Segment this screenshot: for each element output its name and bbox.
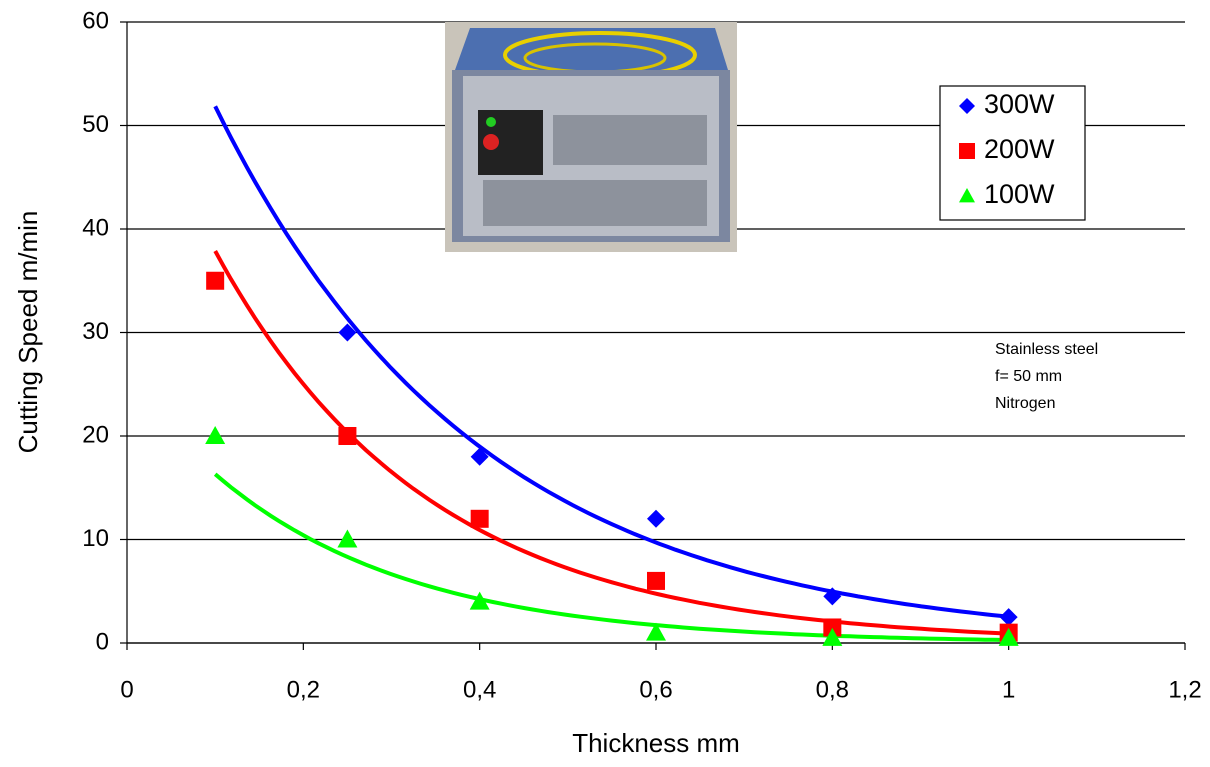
triangle-marker — [822, 627, 843, 646]
diamond-marker — [959, 98, 975, 114]
annotation: f= 50 mm — [995, 368, 1062, 385]
triangle-marker — [205, 426, 226, 444]
trendline — [213, 472, 1009, 642]
annotation: Stainless steel — [995, 341, 1098, 358]
y-tick-label: 10 — [82, 525, 109, 552]
x-tick-label: 0,2 — [287, 676, 320, 703]
x-tick-label: 1 — [1002, 676, 1015, 703]
x-tick-label: 0,8 — [816, 676, 849, 703]
triangle-marker — [469, 591, 490, 610]
trendline — [213, 105, 1009, 619]
green-light — [486, 117, 496, 127]
y-tick-label: 40 — [82, 214, 109, 241]
diamond-marker — [823, 587, 842, 606]
legend-label: 100W — [984, 179, 1055, 209]
square-marker — [959, 143, 975, 159]
product-photo — [445, 22, 737, 252]
vent-top — [553, 115, 707, 165]
x-tick-label: 0,6 — [639, 676, 672, 703]
diamond-marker — [647, 509, 665, 528]
annotation: Nitrogen — [995, 395, 1055, 412]
triangle-marker — [998, 627, 1019, 646]
y-tick-label: 20 — [82, 421, 109, 448]
x-tick-label: 0,4 — [463, 676, 496, 703]
vent-bottom — [483, 180, 707, 226]
square-marker — [823, 618, 842, 637]
legend-label: 200W — [984, 134, 1055, 164]
diamond-marker — [999, 608, 1018, 627]
y-tick-label: 60 — [82, 7, 109, 34]
diamond-marker — [470, 447, 489, 466]
y-tick-label: 50 — [82, 111, 109, 138]
square-marker — [206, 271, 225, 290]
square-marker — [338, 427, 357, 445]
x-tick-label: 0 — [120, 676, 133, 703]
y-axis-title: Cutting Speed m/min — [13, 211, 43, 454]
stop-button — [483, 134, 499, 150]
square-marker — [647, 571, 665, 590]
square-marker — [470, 509, 489, 528]
x-tick-label: 1,2 — [1168, 676, 1201, 703]
trendline — [213, 250, 1009, 636]
y-tick-label: 0 — [96, 628, 109, 655]
y-tick-label: 30 — [82, 318, 109, 345]
legend-label: 300W — [984, 89, 1055, 119]
triangle-marker — [959, 188, 975, 203]
diamond-marker — [338, 323, 357, 342]
triangle-marker — [337, 529, 358, 548]
x-axis-title: Thickness mm — [572, 728, 740, 758]
triangle-marker — [646, 622, 666, 641]
